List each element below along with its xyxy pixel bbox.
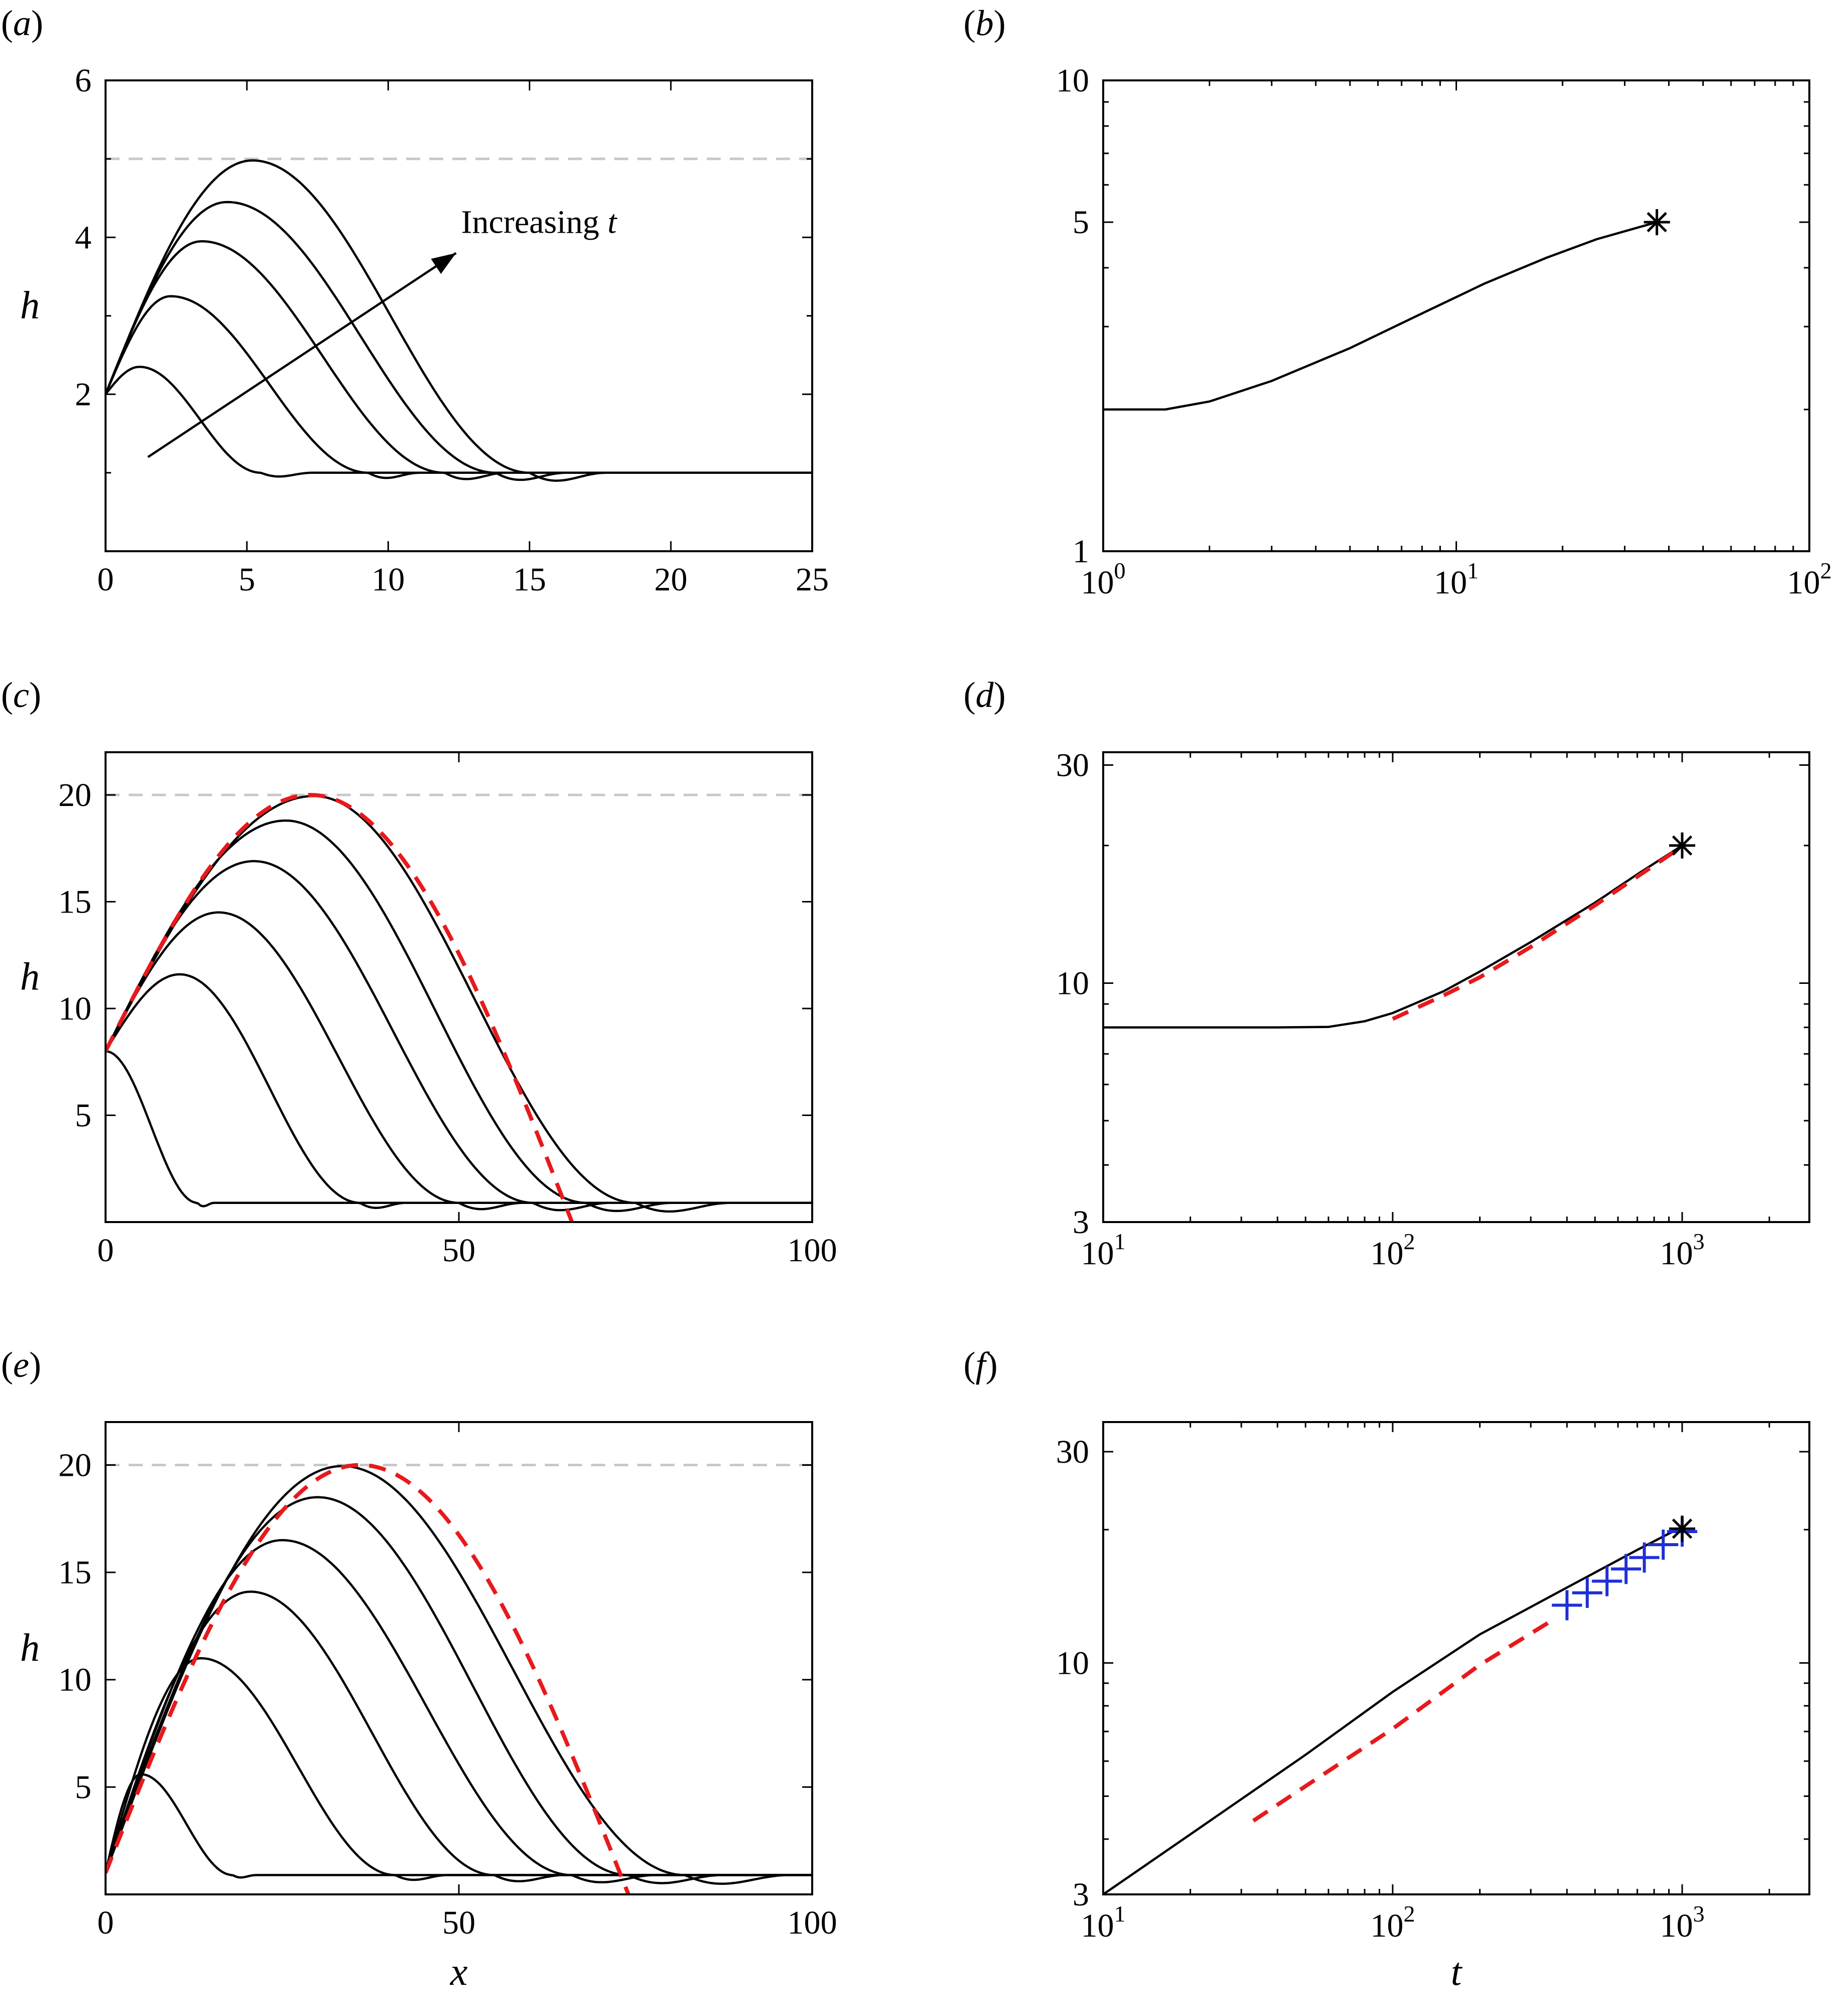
x-tick-label: 100 <box>788 1904 837 1941</box>
panel-e: 0 50 100 5 10 15 20 (e) h x <box>1 1345 837 1993</box>
panel-label: (b) <box>963 3 1006 43</box>
similarity-solution-curve <box>106 1463 631 1894</box>
plus-marker-1 <box>1552 1590 1582 1621</box>
y-tick-label: 3 <box>1073 1876 1089 1913</box>
plot-frame <box>1102 1421 1810 1895</box>
plot-area <box>1103 844 1684 1029</box>
x-tick-label: 100 <box>788 1232 837 1269</box>
profile-curve-3 <box>106 240 812 480</box>
panel-label: (d) <box>963 675 1006 715</box>
profile-curve-2 <box>106 1657 812 1881</box>
profile-curve-3 <box>106 1590 812 1883</box>
y-axis-label: h <box>20 283 40 327</box>
plot-area <box>106 157 812 482</box>
y-tick-label: 10 <box>58 1662 91 1698</box>
plot-area <box>1103 221 1658 411</box>
profile-curve-6 <box>106 1465 812 1885</box>
x-tick-label: 50 <box>442 1232 475 1269</box>
profile-curve-2 <box>106 973 812 1209</box>
y-tick-label: 6 <box>75 62 91 99</box>
y-tick-label: 5 <box>75 1769 91 1805</box>
panel-b: 100 101 102 1 5 10 (b) <box>963 3 1832 601</box>
y-tick-label: 10 <box>1056 965 1089 1001</box>
profile-curve-1 <box>106 1050 812 1207</box>
y-tick-label: 10 <box>1056 62 1089 99</box>
panel-c: 0 50 100 5 10 15 20 (c) h <box>1 675 837 1269</box>
x-tick-label: 103 <box>1660 1229 1704 1272</box>
x-tick-label: 15 <box>513 561 546 598</box>
x-tick-label: 5 <box>239 561 255 598</box>
panel-label: (a) <box>1 3 43 43</box>
y-tick-label: 30 <box>1056 747 1089 783</box>
profile-curve-6 <box>106 794 812 1213</box>
asterisk-marker <box>1643 209 1670 236</box>
x-tick-label: 101 <box>1434 558 1479 601</box>
y-tick-label: 15 <box>58 884 91 921</box>
x-tick-label: 25 <box>796 561 829 598</box>
x-tick-label: 50 <box>442 1904 475 1941</box>
x-tick-label: 20 <box>654 561 688 598</box>
solid-series-1 <box>1103 221 1658 411</box>
plot-frame <box>1102 751 1810 1223</box>
x-tick-label: 102 <box>1370 1901 1415 1944</box>
plus-marker-3 <box>1592 1566 1622 1596</box>
y-tick-label: 10 <box>1056 1645 1089 1681</box>
x-tick-label: 100 <box>1081 558 1126 601</box>
plus-marker-6 <box>1648 1529 1679 1560</box>
dashed-series-2 <box>1392 845 1684 1021</box>
y-tick-label: 15 <box>58 1554 91 1591</box>
y-tick-label: 20 <box>58 1447 91 1483</box>
asterisk-marker <box>1669 1516 1695 1542</box>
plus-marker-2 <box>1572 1577 1603 1608</box>
plot-area <box>106 792 812 1222</box>
y-axis-label: h <box>20 955 40 998</box>
profile-curve-4 <box>106 1539 812 1884</box>
panel-a: 0 5 10 15 20 25 2 4 6 (a) h Increasing t <box>1 3 829 598</box>
x-tick-label: 102 <box>1787 558 1832 601</box>
profile-curve-2 <box>106 295 812 479</box>
x-axis-label: x <box>450 1950 468 1993</box>
x-tick-label: 101 <box>1081 1229 1126 1272</box>
y-tick-label: 2 <box>75 376 91 413</box>
y-tick-label: 20 <box>58 777 91 814</box>
profile-curve-5 <box>106 1496 812 1884</box>
x-tick-label: 102 <box>1370 1229 1415 1272</box>
plus-marker-4 <box>1611 1554 1641 1584</box>
y-tick-label: 10 <box>58 990 91 1027</box>
panel-label: (e) <box>1 1345 41 1385</box>
similarity-solution-curve <box>106 792 574 1222</box>
x-axis-label: t <box>1451 1950 1463 1993</box>
solid-series-1 <box>1103 844 1683 1029</box>
y-tick-label: 5 <box>75 1097 91 1134</box>
plot-area <box>106 1463 812 1894</box>
y-axis-label: h <box>20 1626 40 1669</box>
arrow-head <box>431 253 456 274</box>
panel-f: 101 102 103 3 10 30 (f) t <box>963 1345 1810 1993</box>
increasing-t-annotation: Increasing t <box>461 204 617 241</box>
panel-label: (f) <box>963 1345 998 1385</box>
asterisk-marker <box>1669 832 1695 859</box>
x-tick-label: 101 <box>1081 1901 1126 1944</box>
y-tick-label: 5 <box>1073 204 1089 241</box>
y-tick-label: 4 <box>75 219 91 256</box>
y-tick-label: 1 <box>1073 533 1089 570</box>
increasing-t-arrow <box>147 252 457 458</box>
profile-curve-5 <box>106 159 812 482</box>
plus-marker-5 <box>1629 1542 1660 1573</box>
y-tick-label: 3 <box>1073 1204 1089 1241</box>
x-tick-label: 10 <box>371 561 405 598</box>
plot-frame <box>105 751 813 1223</box>
x-tick-label: 0 <box>98 561 114 598</box>
plot-frame <box>105 79 813 552</box>
dashed-series-2 <box>1252 1620 1552 1823</box>
x-tick-label: 0 <box>98 1904 114 1941</box>
y-tick-label: 30 <box>1056 1434 1089 1470</box>
x-tick-label: 103 <box>1660 1901 1704 1944</box>
panel-d: 101 102 103 3 10 30 (d) <box>963 675 1810 1272</box>
plot-frame <box>1102 79 1810 552</box>
x-tick-label: 0 <box>98 1232 114 1269</box>
profile-curve-4 <box>106 200 812 481</box>
panel-label: (c) <box>1 675 41 715</box>
